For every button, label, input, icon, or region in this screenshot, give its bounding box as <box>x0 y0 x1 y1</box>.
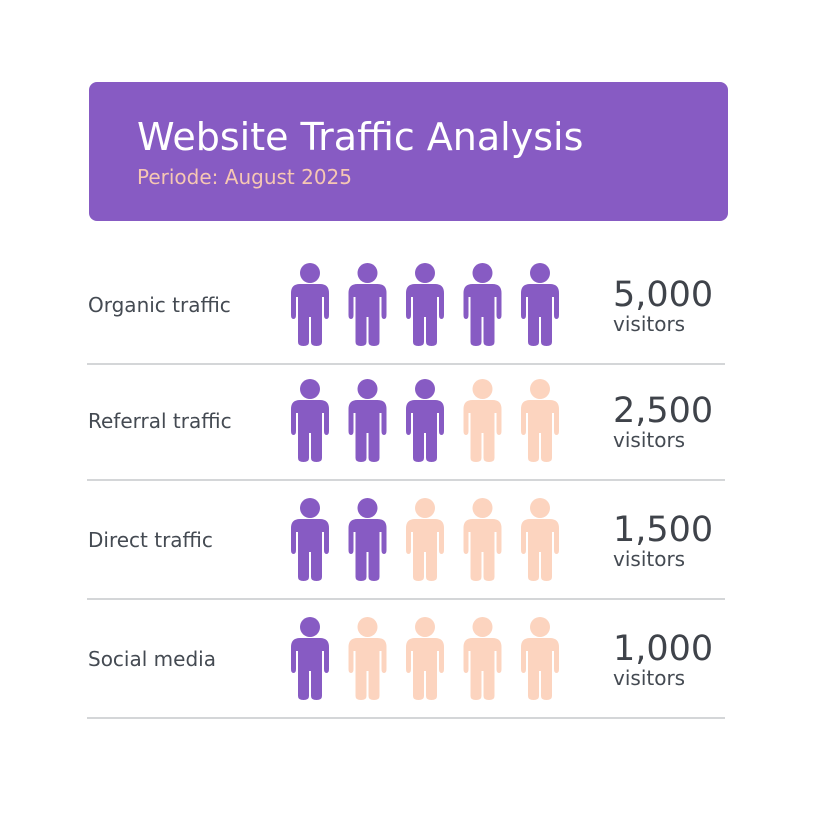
person-icon <box>521 498 559 581</box>
value-label: 1,500 <box>613 510 713 550</box>
icon-body <box>291 638 329 700</box>
icon-body <box>291 519 329 581</box>
icon-head <box>472 379 493 399</box>
row-label: Social media <box>88 647 216 671</box>
icon-head <box>472 263 493 283</box>
icon-head <box>300 498 320 518</box>
person-icon <box>521 617 559 700</box>
person-icon <box>291 617 329 700</box>
person-icon <box>348 379 387 462</box>
icon-body <box>406 519 444 581</box>
icon-body <box>521 638 559 700</box>
person-icon <box>463 379 502 462</box>
person-icon <box>521 263 559 346</box>
row-label: Referral traffic <box>88 409 232 433</box>
icon-body <box>348 400 387 462</box>
icon-head <box>472 617 493 637</box>
icon-body <box>291 400 329 462</box>
chart-title: Website Traffic Analysis <box>137 115 583 159</box>
person-icon <box>463 617 502 700</box>
icon-head <box>357 379 378 399</box>
icon-head <box>357 617 378 637</box>
icon-body <box>521 400 559 462</box>
icon-head <box>415 379 435 399</box>
person-icon <box>463 263 502 346</box>
value-label: 2,500 <box>613 391 713 431</box>
icon-body <box>463 400 502 462</box>
icon-head <box>300 263 320 283</box>
icon-body <box>521 519 559 581</box>
icon-head <box>415 498 435 518</box>
person-icon <box>348 617 387 700</box>
unit-label: visitors <box>613 312 685 336</box>
icon-body <box>521 284 559 346</box>
header-panel <box>89 82 728 221</box>
unit-label: visitors <box>613 666 685 690</box>
icon-head <box>530 263 550 283</box>
person-icon <box>406 263 444 346</box>
icon-head <box>415 617 435 637</box>
icon-body <box>463 284 502 346</box>
icon-head <box>357 498 378 518</box>
icon-head <box>300 379 320 399</box>
icon-body <box>348 284 387 346</box>
icon-body <box>406 400 444 462</box>
row-label: Organic traffic <box>88 293 231 317</box>
icon-body <box>463 638 502 700</box>
icon-body <box>406 638 444 700</box>
icon-head <box>415 263 435 283</box>
person-icon <box>348 498 387 581</box>
person-icon <box>521 379 559 462</box>
unit-label: visitors <box>613 547 685 571</box>
icon-head <box>530 498 550 518</box>
chart-subtitle: Periode: August 2025 <box>137 165 352 189</box>
unit-label: visitors <box>613 428 685 452</box>
icon-head <box>530 617 550 637</box>
value-label: 5,000 <box>613 275 713 315</box>
person-icon <box>463 498 502 581</box>
person-icon <box>406 617 444 700</box>
icon-head <box>472 498 493 518</box>
icon-head <box>300 617 320 637</box>
icon-body <box>348 638 387 700</box>
person-icon <box>291 498 329 581</box>
icon-head <box>357 263 378 283</box>
person-icon <box>406 379 444 462</box>
icon-body <box>406 284 444 346</box>
person-icon <box>348 263 387 346</box>
icon-body <box>291 284 329 346</box>
person-icon <box>291 263 329 346</box>
icon-body <box>463 519 502 581</box>
icon-body <box>348 519 387 581</box>
person-icon <box>291 379 329 462</box>
value-label: 1,000 <box>613 629 713 669</box>
person-icon <box>406 498 444 581</box>
icon-head <box>530 379 550 399</box>
row-label: Direct traffic <box>88 528 213 552</box>
